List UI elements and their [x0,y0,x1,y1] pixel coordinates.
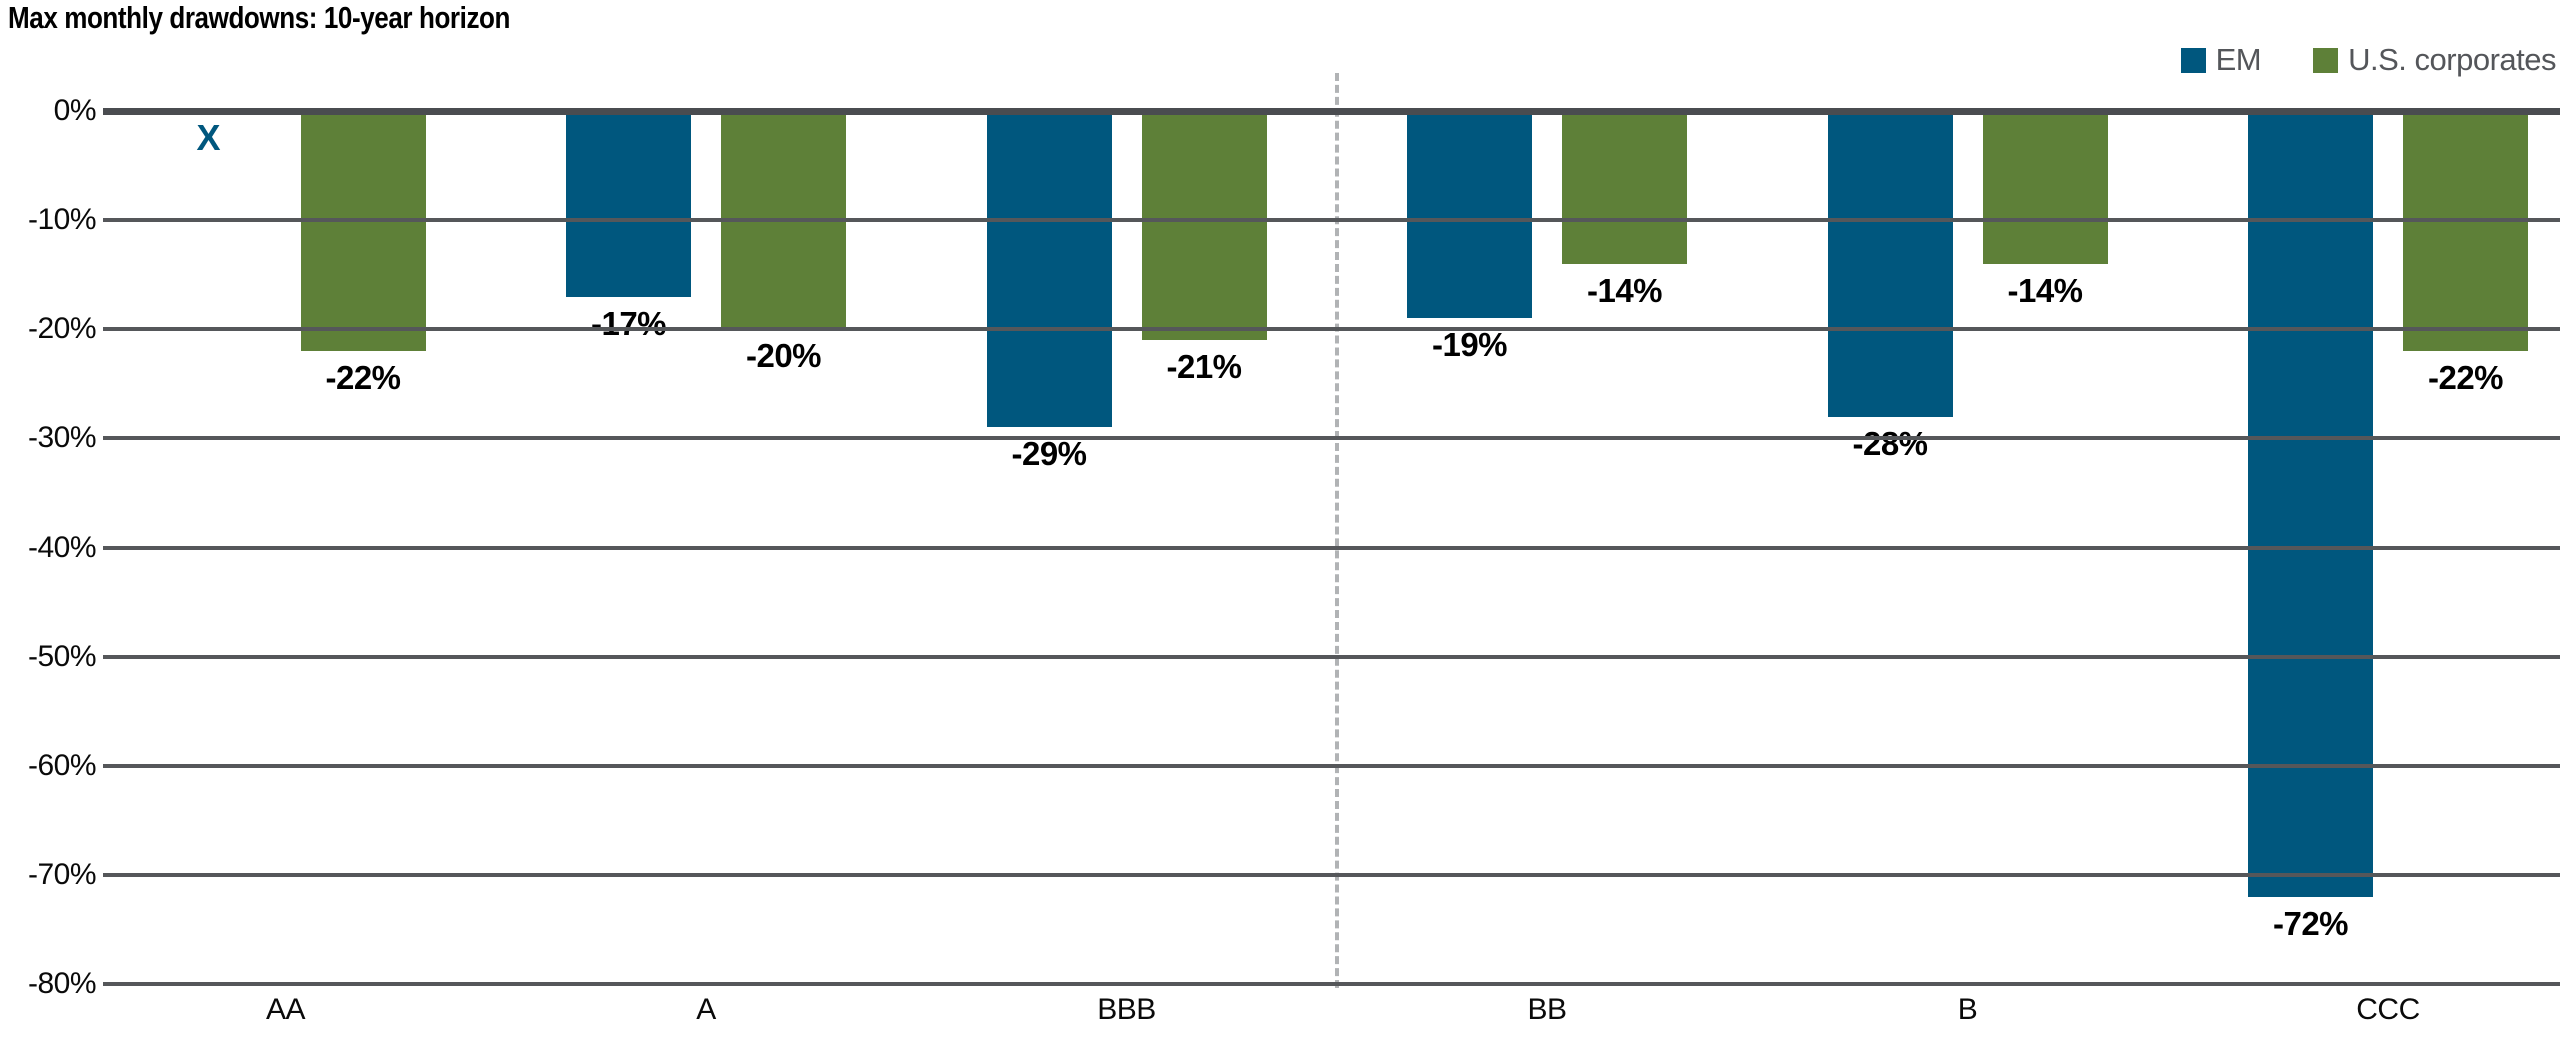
bar-em-b [1827,111,1953,417]
bar-value-label: -14% [1586,271,1663,309]
missing-data-marker-em-aa: X [196,117,220,158]
bar-value-label: -19% [1431,326,1508,364]
gridline [103,545,2560,550]
bar-value-label: -29% [1011,435,1087,473]
legend-label-em: EM [2215,42,2262,77]
chart-title: Max monthly drawdowns: 10-year horizon [8,0,511,35]
y-axis-tick-label: -20% [27,312,97,346]
x-axis-label-bb: BB [1527,993,1567,1026]
bar-em-bb [1407,111,1532,319]
ig-hy-separator-line [1334,73,1339,988]
gridline [103,982,2560,986]
y-axis-tick-label: -30% [27,421,97,455]
legend: EM U.S. corporates [2180,42,2556,78]
y-axis-tick-label: -50% [27,639,97,673]
bar-em-ccc [2248,111,2373,897]
x-axis-label-b: B [1957,993,1978,1026]
gridline [103,872,2560,877]
bar-value-label: -20% [745,337,822,375]
bar-value-label: -21% [1166,348,1242,386]
gridline [103,436,2560,441]
legend-swatch-em-icon [2180,47,2206,73]
x-axis-label-bbb: BBB [1097,993,1156,1026]
y-axis-tick-label: -80% [27,967,97,1000]
y-axis-tick-label: 0% [53,94,97,127]
gridline [103,327,2560,332]
y-axis-tick-label: -40% [27,530,97,564]
x-axis-label-aa: AA [265,993,306,1026]
bar-em-bbb [986,111,1112,428]
legend-swatch-us-corporates-icon [2313,47,2339,73]
bar-value-label: -72% [2272,904,2349,942]
bar-value-label: -22% [325,359,401,397]
bar-value-label: -28% [1852,424,1928,462]
bar-u-s-corporates-ccc [2403,111,2528,352]
bar-em-a [566,111,691,297]
legend-item-us-corporates: U.S. corporates [2313,42,2556,78]
bar-value-label: -17% [590,304,667,342]
bar-u-s-corporates-bbb [1141,111,1267,341]
gridline [103,654,2560,659]
y-axis-tick-label: -10% [27,203,97,237]
bar-value-label: -14% [2007,271,2083,309]
y-axis-tick-label: -60% [27,748,97,782]
bar-u-s-corporates-b [1982,111,2108,264]
x-axis-label-a: A [696,993,716,1026]
gridline [103,218,2560,223]
y-axis-tick-label: -70% [27,857,97,891]
bar-u-s-corporates-aa [300,111,426,352]
x-axis-label-ccc: CCC [2356,993,2420,1026]
bar-value-label: -22% [2427,359,2504,397]
zero-axis-line [103,107,2560,115]
bar-u-s-corporates-bb [1562,111,1687,264]
legend-item-em: EM [2180,42,2262,78]
legend-label-us-corporates: U.S. corporates [2348,42,2556,77]
gridline [103,763,2560,768]
